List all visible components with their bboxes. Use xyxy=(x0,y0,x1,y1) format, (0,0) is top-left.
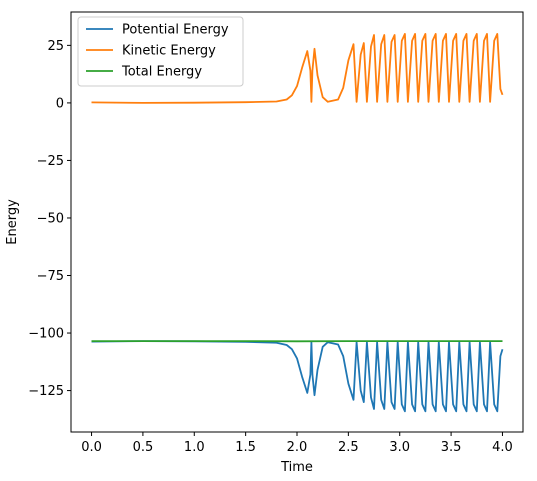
legend-label: Total Energy xyxy=(121,65,202,80)
y-tick-label: −100 xyxy=(28,327,64,342)
x-tick-label: 2.5 xyxy=(338,440,359,455)
x-axis-label: Time xyxy=(280,460,313,475)
y-tick-label: −25 xyxy=(37,154,64,169)
legend-label: Potential Energy xyxy=(122,23,229,38)
x-tick-label: 3.0 xyxy=(389,440,410,455)
series-line-1 xyxy=(91,33,504,104)
x-tick-label: 3.5 xyxy=(441,440,462,455)
x-tick-label: 2.0 xyxy=(287,440,308,455)
x-tick-label: 4.0 xyxy=(492,440,513,455)
y-axis-label: Energy xyxy=(5,199,20,245)
y-axis: 25 0 −25 −50 −75 −100 −125 xyxy=(28,39,71,399)
x-tick-label: 1.0 xyxy=(184,440,205,455)
legend-label: Kinetic Energy xyxy=(122,44,216,59)
y-tick-label: −125 xyxy=(28,384,64,399)
y-tick-label: 0 xyxy=(56,96,64,111)
series-line-0 xyxy=(91,340,504,413)
y-tick-label: −50 xyxy=(37,211,64,226)
x-tick-label: 0.0 xyxy=(81,440,102,455)
plot-area xyxy=(91,33,504,413)
legend-box xyxy=(77,16,244,87)
y-tick-label: 25 xyxy=(47,39,64,54)
x-tick-label: 1.5 xyxy=(235,440,256,455)
y-tick-label: −75 xyxy=(37,269,64,284)
x-axis: 0.0 0.5 1.0 1.5 2.0 2.5 3.0 3.5 4.0 xyxy=(81,432,513,455)
x-tick-label: 0.5 xyxy=(133,440,154,455)
legend: Potential Energy Kinetic Energy Total Ener… xyxy=(77,16,244,87)
